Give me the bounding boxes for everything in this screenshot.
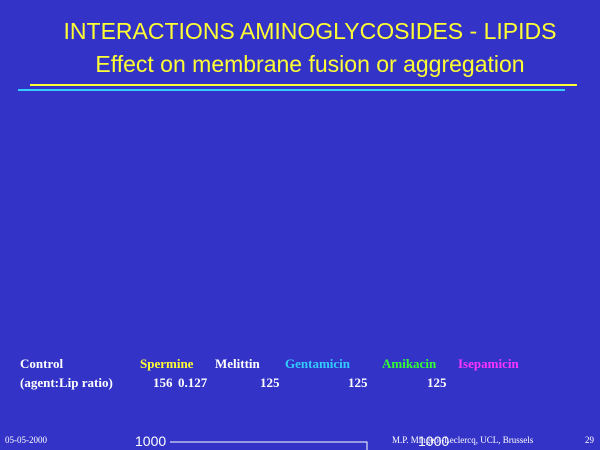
agent: Gentamicin (285, 356, 350, 371)
row-label: (agent:Lip ratio) (20, 375, 113, 390)
agent: Spermine (140, 356, 194, 371)
subtitle: Effect on membrane fusion or aggregation (95, 51, 525, 77)
footer-date: 05-05-2000 (5, 435, 47, 445)
title: INTERACTIONS AMINOGLYCOSIDES - LIPIDS (63, 18, 557, 44)
ratio: 0.127 (178, 375, 208, 390)
row-label: Control (20, 356, 64, 371)
ratio: 125 (427, 375, 447, 390)
ratio: 125 (260, 375, 280, 390)
agent: Melittin (215, 356, 260, 371)
footer-page: 29 (585, 435, 594, 445)
axis-fragment: 1000 (418, 433, 450, 449)
ratio: 156 (153, 375, 173, 390)
axis-fragment-line (170, 441, 368, 450)
axis-fragment: 1000 (135, 433, 167, 449)
agent: Isepamicin (458, 356, 519, 371)
footer-author: M.P. Mingeot-Leclercq, UCL, Brussels (392, 435, 534, 445)
ratio: 125 (348, 375, 368, 390)
agent: Amikacin (382, 356, 437, 371)
